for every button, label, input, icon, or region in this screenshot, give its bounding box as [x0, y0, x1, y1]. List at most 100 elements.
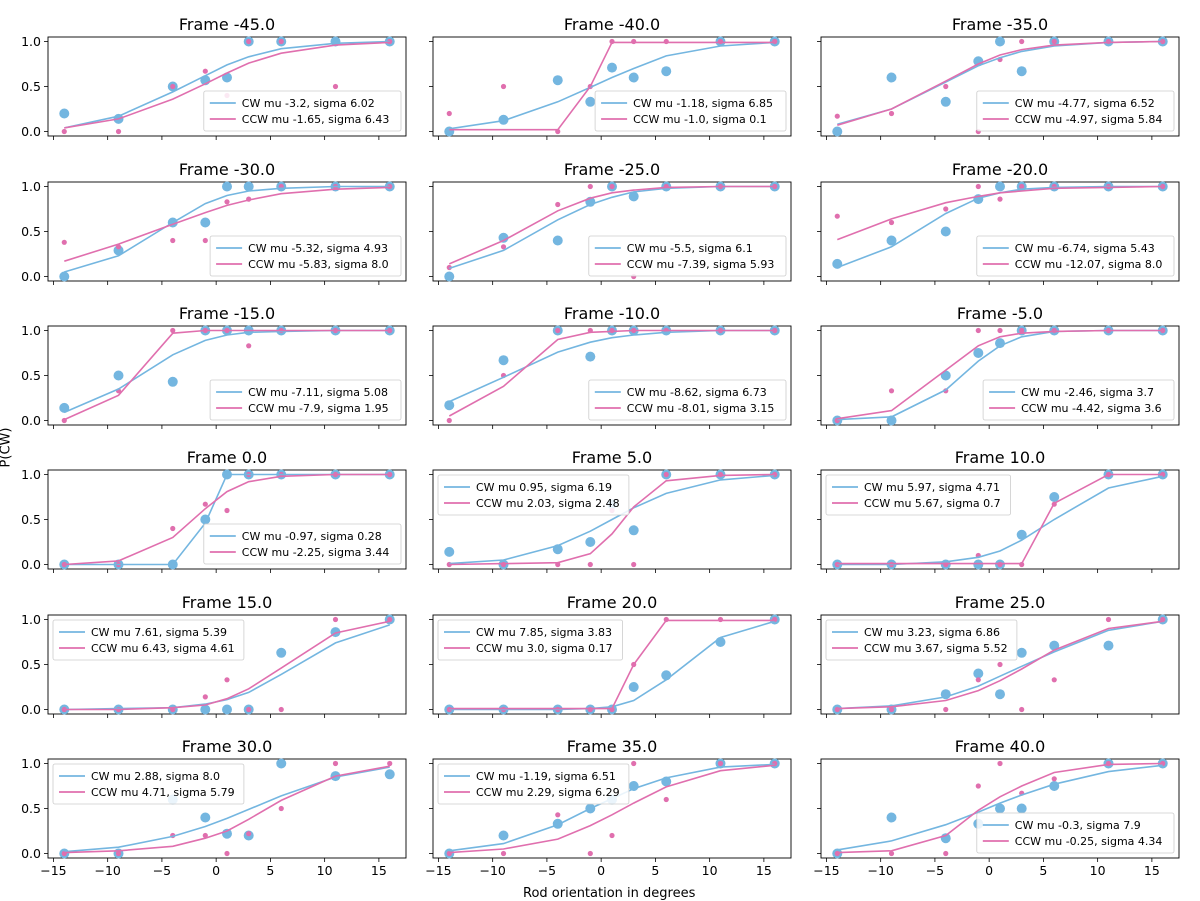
ccw-data-point [631, 760, 637, 767]
ccw-data-point [609, 183, 615, 190]
cw-data-point [1049, 640, 1060, 651]
cw-data-point [59, 402, 70, 413]
cw-legend-label: CW mu 7.85, sigma 3.83 [476, 626, 612, 639]
ccw-data-point [278, 38, 284, 45]
legend-box [52, 619, 245, 661]
cw-legend-label: CW mu -3.2, sigma 6.02 [242, 97, 375, 110]
cw-data-point [498, 355, 509, 366]
ccw-data-point [500, 850, 507, 857]
ccw-data-point [834, 213, 840, 219]
ccw-data-point [1019, 183, 1025, 190]
ccw-data-point [834, 113, 840, 119]
cw-legend-label: CW mu -4.77, sigma 6.52 [1015, 97, 1155, 110]
x-tick-label: 0 [212, 863, 220, 878]
ccw-data-point [332, 83, 339, 90]
cw-data-point [832, 126, 843, 137]
legend: CW mu -3.2, sigma 6.02 CCW mu -1.65, sigm… [203, 90, 402, 132]
ccw-data-point [446, 417, 452, 424]
panel-title: Frame -45.0 [179, 15, 275, 34]
ccw-data-point [61, 128, 67, 135]
legend-box [203, 523, 402, 565]
cw-data-point [995, 36, 1005, 47]
panel: Frame -35.0 CW mu -4.77, sigma 6.52 CCW mu… [817, 15, 1180, 140]
ccw-data-point [500, 83, 507, 90]
ccw-data-point [975, 677, 981, 683]
cw-fit-line [449, 41, 775, 130]
ccw-data-point [997, 196, 1003, 202]
cw-fit-line [837, 620, 1163, 710]
ccw-data-point [1051, 776, 1057, 782]
ccw-data-point [170, 237, 176, 244]
cw-data-point [886, 72, 897, 83]
ccw-legend-label: CCW mu -5.83, sigma 8.0 [248, 258, 389, 271]
cw-legend-label: CW mu -1.18, sigma 6.85 [633, 97, 773, 110]
cw-data-point [995, 689, 1005, 700]
panel-title: Frame -25.0 [564, 160, 660, 179]
cw-data-point [200, 217, 211, 228]
ccw-data-point [609, 832, 615, 839]
ccw-data-point [997, 760, 1003, 767]
legend: CW mu -2.46, sigma 3.7 CCW mu -4.42, sigm… [982, 379, 1175, 421]
panel: Frame -40.0 CW mu -1.18, sigma 6.85 CCW mu… [429, 15, 792, 140]
ccw-fit-line [837, 620, 1163, 710]
x-tick-label: 15 [1144, 863, 1160, 878]
ccw-data-point [115, 128, 122, 135]
cw-data-point [628, 191, 639, 202]
x-tick-label: 5 [266, 863, 274, 878]
ccw-fit-line [449, 619, 775, 710]
x-tick-label: 5 [651, 863, 659, 878]
cw-legend-label: CW mu -2.46, sigma 3.7 [1021, 386, 1154, 399]
ccw-data-point [387, 760, 393, 767]
ccw-legend-label: CCW mu -0.25, sigma 4.34 [1015, 835, 1163, 848]
panel-title: Frame 20.0 [567, 593, 658, 612]
legend-box [437, 474, 630, 516]
ccw-data-point [1019, 327, 1025, 334]
ccw-fit-line [63, 329, 390, 421]
ccw-legend-label: CCW mu -8.01, sigma 3.15 [627, 402, 775, 415]
panel: Frame 35.0 −15 −10 −5 0 5 10 15 CW mu -1.19, sig… [425, 737, 792, 878]
panel: Frame 0.0 0.0 0.5 1.0 CW mu -0.97, sigma 0.2… [21, 448, 407, 573]
cw-data-point [628, 682, 639, 692]
ccw-data-point [1160, 183, 1166, 190]
ccw-fit-line [448, 185, 775, 265]
legend: CW mu -0.3, sigma 7.9 CCW mu -0.25, sigma… [976, 812, 1175, 854]
legend-box [588, 379, 787, 421]
cw-data-point [1016, 647, 1027, 658]
ccw-legend-label: CCW mu -1.0, sigma 0.1 [633, 113, 767, 126]
legend: CW mu -8.62, sigma 6.73 CCW mu -8.01, sig… [588, 379, 787, 421]
x-tick-label: 15 [371, 863, 387, 878]
ccw-data-point [224, 850, 230, 857]
cw-legend-label: CW mu -1.19, sigma 6.51 [476, 770, 616, 783]
ccw-data-point [609, 327, 615, 334]
ccw-fit-line [837, 40, 1163, 126]
y-tick-label: 0.0 [21, 846, 41, 861]
ccw-data-point [1051, 677, 1057, 683]
ccw-legend-label: CCW mu -2.25, sigma 3.44 [242, 546, 390, 559]
cw-data-point [628, 72, 639, 83]
legend: CW mu 5.97, sigma 4.71 CCW mu 5.67, sigma… [825, 474, 1012, 516]
ccw-fit-line [449, 473, 775, 566]
legend: CW mu -5.5, sigma 6.1 CCW mu -7.39, sigma… [588, 235, 787, 277]
cw-data-point [498, 114, 509, 125]
ccw-fit-line [64, 41, 390, 129]
ccw-data-point [663, 796, 669, 803]
ccw-data-point [997, 661, 1003, 668]
cw-data-point [113, 370, 124, 381]
panel-title: Frame -35.0 [952, 15, 1048, 34]
ccw-data-point [446, 110, 452, 117]
ccw-data-point [555, 812, 561, 818]
legend: CW mu -5.32, sigma 4.93 CCW mu -5.83, sig… [209, 235, 402, 277]
cw-legend-label: CW mu -6.74, sigma 5.43 [1015, 242, 1155, 255]
ccw-data-point [387, 327, 393, 334]
ccw-data-point [278, 805, 284, 812]
legend-box [588, 235, 787, 277]
ccw-data-point [587, 183, 593, 190]
ccw-data-point [717, 616, 724, 623]
cw-legend-label: CW mu 3.23, sigma 6.86 [864, 626, 1000, 639]
ccw-data-point [1051, 38, 1057, 45]
ccw-data-point [772, 183, 778, 190]
cw-data-point [1016, 529, 1027, 540]
ccw-legend-label: CCW mu -7.39, sigma 5.93 [627, 258, 775, 271]
ccw-data-point [500, 561, 507, 568]
cw-data-point [973, 559, 984, 570]
